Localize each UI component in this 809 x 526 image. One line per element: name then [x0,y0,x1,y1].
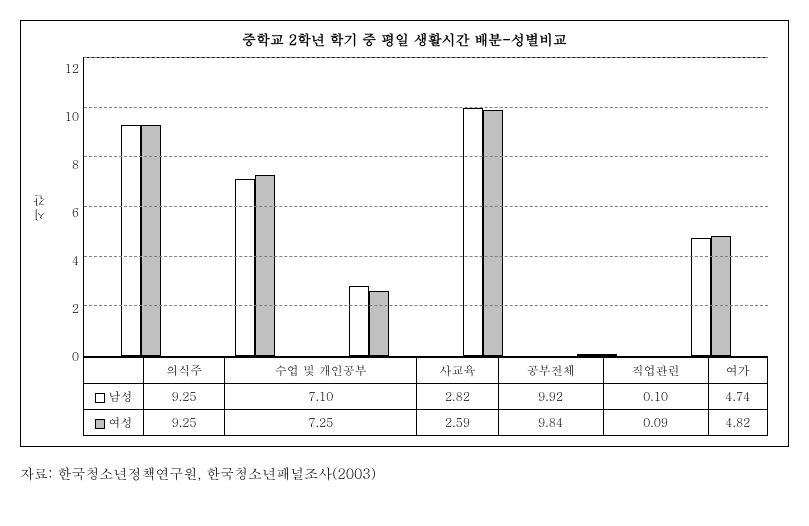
table-cell: 7.10 [225,384,417,410]
gridline [84,57,768,58]
series-label: 여성 [109,414,133,431]
series-label: 남성 [109,388,133,405]
bar-group [312,58,426,356]
y-axis-label-wrap: 시간 [31,57,59,357]
table-header-cell: 수업 및 개인공부 [225,358,417,384]
gridline [84,256,768,257]
y-tick-label: 10 [59,111,79,123]
data-table: 의식주수업 및 개인공부사교육공부전체직업관련여가 남성 9.257.102.82… [83,357,768,436]
table-header-cell: 직업관련 [603,358,708,384]
table-header-row: 의식주수업 및 개인공부사교육공부전체직업관련여가 [84,358,768,384]
table-cell: 9.25 [144,410,225,436]
table-cell: 9.25 [144,384,225,410]
y-tick-label: 6 [59,207,79,219]
table-cell: 0.10 [603,384,708,410]
gridline [84,156,768,157]
bar [597,354,617,356]
table-row: 여성 9.257.252.599.840.094.82 [84,410,768,436]
table-cell: 9.84 [498,410,603,436]
bars-container [84,58,768,356]
series-label-cell: 남성 [84,384,144,410]
gridline [84,305,768,306]
bar-group [540,58,654,356]
bar-group [654,58,768,356]
table-body: 남성 9.257.102.829.920.104.74 여성 9.257.252.59… [84,384,768,436]
table-row: 남성 9.257.102.829.920.104.74 [84,384,768,410]
bar-group [426,58,540,356]
source-note: 자료: 한국청소년정책연구원, 한국청소년패널조사(2003) [20,463,789,483]
table-header-blank [84,358,144,384]
bar [349,286,369,357]
gridline [84,206,768,207]
table-cell: 4.82 [708,410,767,436]
table-cell: 4.74 [708,384,767,410]
y-tick-label: 2 [59,303,79,315]
bar [577,354,597,357]
y-tick-label: 4 [59,255,79,267]
chart-body: 시간 024681012 [21,53,788,357]
bar [483,110,503,356]
legend-marker [95,419,105,429]
table-cell: 2.82 [417,384,498,410]
chart-frame: 중학교 2학년 학기 중 평일 생활시간 배분-성별비교 시간 0 2 4 6 8 10 1… [20,20,789,447]
table-cell: 9.92 [498,384,603,410]
y-axis-label: 시간 [31,193,48,221]
data-table-wrap: 의식주수업 및 개인공부사교육공부전체직업관련여가 남성 9.257.102.82… [21,357,788,446]
series-label-cell: 여성 [84,410,144,436]
y-axis-ticks: 024681012 [59,57,83,357]
table-header-cell: 여가 [708,358,767,384]
bar [711,236,731,357]
y-tick-label: 8 [59,159,79,171]
table-header-cell: 의식주 [144,358,225,384]
table-cell: 2.59 [417,410,498,436]
table-cell: 0.09 [603,410,708,436]
table-header-cell: 공부전체 [498,358,603,384]
plot-area [83,57,768,357]
bar-group [84,58,198,356]
bar [141,125,161,356]
table-cell: 7.25 [225,410,417,436]
chart-title: 중학교 2학년 학기 중 평일 생활시간 배분-성별비교 [21,21,788,53]
bar [121,125,141,356]
gridline [84,107,768,108]
bar [463,108,483,356]
y-tick-label: 0 [59,351,79,363]
bar-group [198,58,312,356]
y-tick-label: 12 [59,63,79,75]
legend-marker [95,393,105,403]
bar [369,291,389,356]
bar [255,175,275,356]
table-header-cell: 사교육 [417,358,498,384]
